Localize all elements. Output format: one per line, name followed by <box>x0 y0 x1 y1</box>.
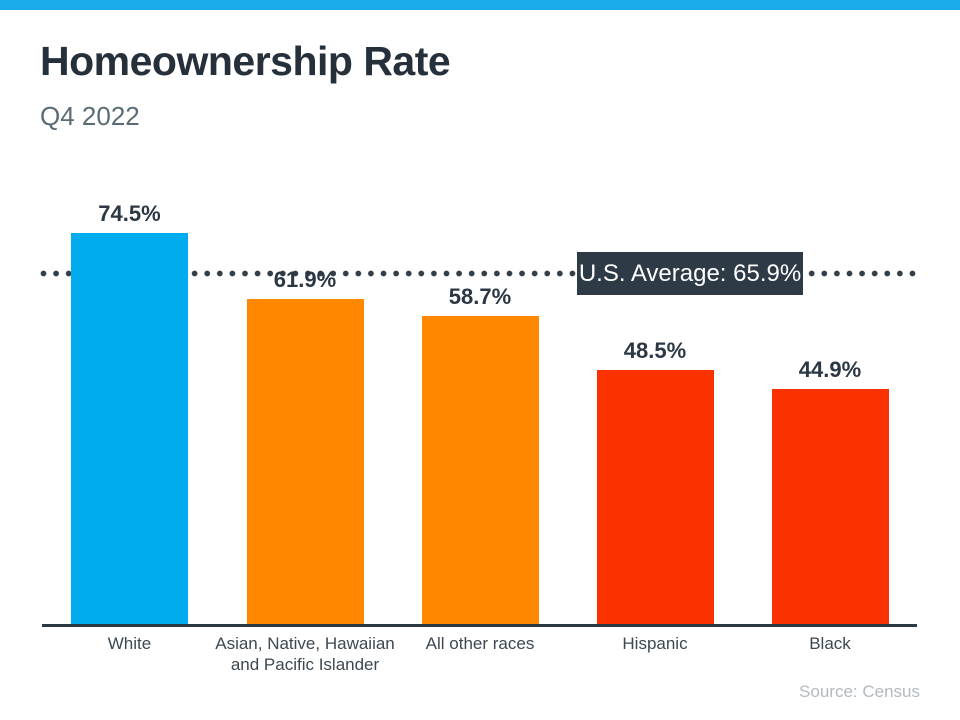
bar-value-label: 61.9% <box>273 266 337 292</box>
x-axis-line <box>42 624 917 627</box>
page-subtitle: Q4 2022 <box>40 101 140 131</box>
bar-category-label: Hispanic <box>622 634 688 653</box>
page-title: Homeownership Rate <box>40 38 451 84</box>
bar-category-label: Asian, Native, Hawaiian and Pacific Isla… <box>215 634 395 675</box>
average-label: U.S. Average: 65.9% <box>578 259 802 287</box>
average-label-box: U.S. Average: 65.9% <box>577 252 803 295</box>
bar <box>771 389 889 625</box>
bar <box>246 299 364 625</box>
bar-value-label: 44.9% <box>798 356 862 382</box>
top-accent-bar <box>0 0 960 10</box>
bar <box>596 370 714 625</box>
bar <box>71 233 188 625</box>
bar-category-label: All other races <box>425 634 535 653</box>
bar-category-label: Black <box>809 634 851 653</box>
bar-category-label: White <box>107 634 152 653</box>
bar-value-label: 58.7% <box>448 283 512 309</box>
average-dotted-line <box>40 270 921 277</box>
source-caption: Source: Census <box>799 682 920 701</box>
bar-value-label: 74.5% <box>98 200 161 226</box>
bar-value-label: 48.5% <box>623 337 687 363</box>
bar <box>421 316 539 625</box>
